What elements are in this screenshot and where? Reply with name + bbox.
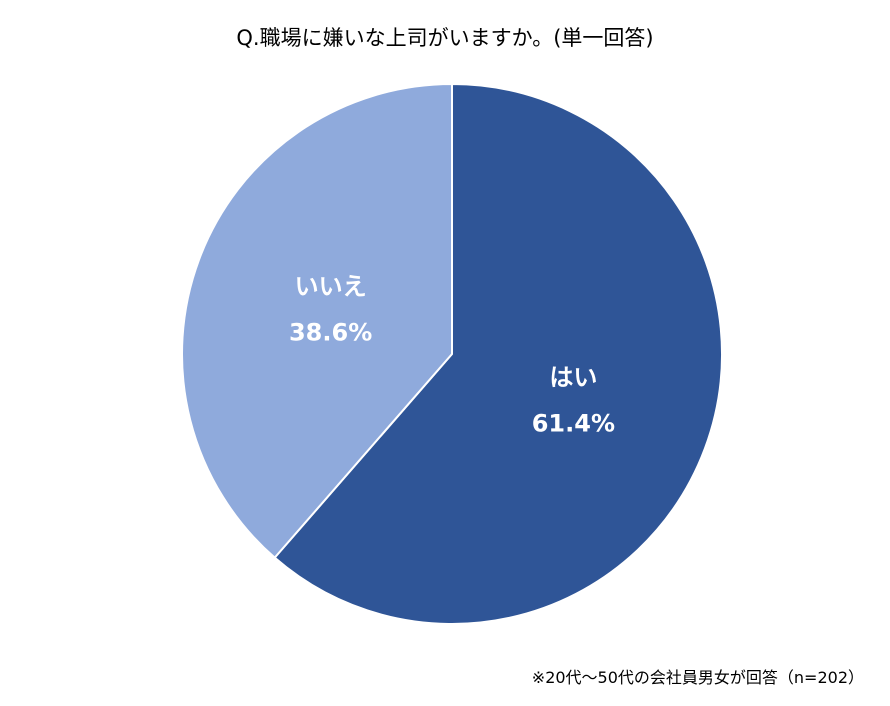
footnote: ※20代～50代の会社員男女が回答（n=202） <box>531 668 864 687</box>
pie-slices <box>181 83 723 625</box>
pie-slice-1 <box>181 83 453 559</box>
pie-labels: はい 61.4% いいえ 38.6% <box>289 273 615 438</box>
pie-slice-0 <box>273 83 723 625</box>
slice-label-0: はい <box>549 363 597 391</box>
slice-value-label-1: 38.6% <box>289 319 372 347</box>
chart-title: Q.職場に嫌いな上司がいますか。(単一回答) <box>236 26 654 50</box>
slice-value-label-0: 61.4% <box>532 409 615 437</box>
slice-label-1: いいえ <box>295 273 367 301</box>
